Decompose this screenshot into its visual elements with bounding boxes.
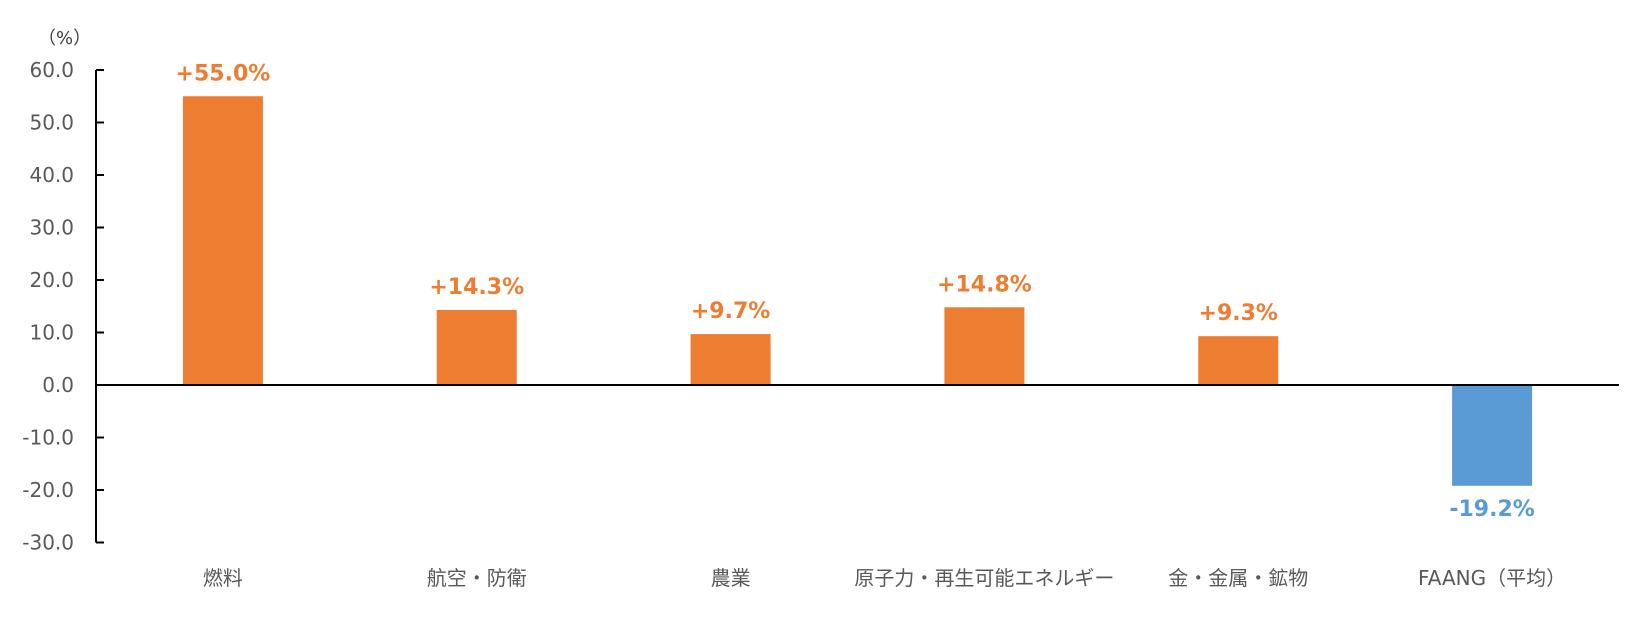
bar — [182, 96, 263, 385]
data-label: +9.3% — [1199, 301, 1278, 326]
y-tick-label: 50.0 — [29, 111, 74, 135]
bar — [1452, 385, 1533, 486]
category-label: 原子力・再生可能エネルギー — [854, 566, 1114, 590]
bar — [944, 307, 1025, 385]
y-tick-label: 10.0 — [29, 321, 74, 345]
bars: +55.0% +14.3% +9.7% +14.8% +9.3% -19.2% — [176, 61, 1535, 522]
category-label: 航空・防衛 — [427, 566, 527, 590]
bar — [690, 334, 771, 385]
bar — [436, 309, 517, 385]
data-label: +14.3% — [429, 275, 524, 300]
unit-label: （%） — [38, 28, 91, 49]
y-tick-label: 40.0 — [29, 163, 74, 187]
bar — [1198, 336, 1279, 385]
data-label: +14.8% — [937, 272, 1032, 297]
y-tick-label: 60.0 — [29, 58, 74, 82]
y-axis: 60.0 50.0 40.0 30.0 20.0 10.0 0.0 -10.0 -20.0 -30… — [22, 58, 104, 555]
category-label: 金・金属・鉱物 — [1168, 566, 1308, 590]
y-tick-label: 0.0 — [42, 373, 74, 397]
category-label: 農業 — [711, 566, 751, 590]
category-label: 燃料 — [203, 566, 243, 590]
x-axis: 燃料 航空・防衛 農業 原子力・再生可能エネルギー 金・金属・鉱物 FAANG（平均） — [96, 384, 1619, 590]
y-tick-label: -30.0 — [22, 531, 74, 555]
data-label: +9.7% — [691, 299, 770, 324]
data-label: +55.0% — [176, 61, 271, 86]
y-tick-label: -20.0 — [22, 478, 74, 502]
y-tick-label: 30.0 — [29, 216, 74, 240]
y-tick-label: -10.0 — [22, 426, 74, 450]
y-tick-label: 20.0 — [29, 268, 74, 292]
data-label: -19.2% — [1449, 497, 1534, 522]
category-label: FAANG（平均） — [1418, 566, 1566, 590]
